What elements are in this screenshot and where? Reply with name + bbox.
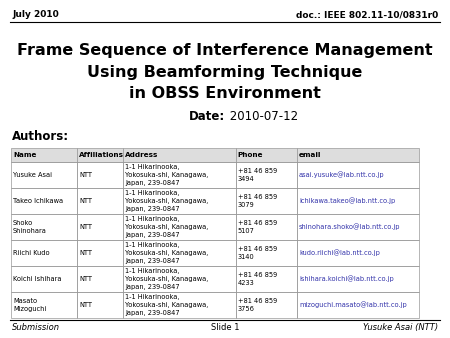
Bar bbox=[297, 162, 419, 188]
Text: Slide 1: Slide 1 bbox=[211, 323, 239, 332]
Text: NTT: NTT bbox=[79, 172, 92, 178]
Bar bbox=[236, 292, 297, 318]
Bar bbox=[123, 214, 236, 240]
Text: 2010-07-12: 2010-07-12 bbox=[226, 110, 298, 122]
Text: shinohara.shoko@lab.ntt.co.jp: shinohara.shoko@lab.ntt.co.jp bbox=[299, 224, 400, 231]
Bar bbox=[77, 240, 123, 266]
Bar bbox=[123, 266, 236, 292]
Text: July 2010: July 2010 bbox=[12, 10, 59, 19]
Bar bbox=[297, 148, 419, 162]
Bar bbox=[123, 292, 236, 318]
Text: Shoko
Shinohara: Shoko Shinohara bbox=[13, 220, 47, 234]
Bar bbox=[77, 292, 123, 318]
Text: in OBSS Environment: in OBSS Environment bbox=[129, 87, 321, 101]
Bar bbox=[236, 188, 297, 214]
Text: Masato
Mizoguchi: Masato Mizoguchi bbox=[13, 298, 46, 312]
Bar bbox=[11, 292, 77, 318]
Text: Yusuke Asai (NTT): Yusuke Asai (NTT) bbox=[363, 323, 438, 332]
Text: 1-1 Hikarinooka,
Yokosuka-shi, Kanagawa,
Japan, 239-0847: 1-1 Hikarinooka, Yokosuka-shi, Kanagawa,… bbox=[125, 216, 208, 238]
Bar bbox=[297, 292, 419, 318]
Bar bbox=[123, 240, 236, 266]
Text: +81 46 859
3756: +81 46 859 3756 bbox=[238, 298, 277, 312]
Text: +81 46 859
3494: +81 46 859 3494 bbox=[238, 168, 277, 182]
Text: +81 46 859
3079: +81 46 859 3079 bbox=[238, 194, 277, 208]
Text: NTT: NTT bbox=[79, 276, 92, 282]
Bar bbox=[77, 266, 123, 292]
Bar bbox=[77, 214, 123, 240]
Bar bbox=[11, 214, 77, 240]
Bar bbox=[297, 240, 419, 266]
Text: Takeo Ichikawa: Takeo Ichikawa bbox=[13, 198, 63, 204]
Bar bbox=[11, 240, 77, 266]
Text: doc.: IEEE 802.11-10/0831r0: doc.: IEEE 802.11-10/0831r0 bbox=[296, 10, 438, 19]
Bar bbox=[236, 240, 297, 266]
Text: Using Beamforming Technique: Using Beamforming Technique bbox=[87, 65, 363, 79]
Text: NTT: NTT bbox=[79, 224, 92, 230]
Bar bbox=[297, 214, 419, 240]
Text: email: email bbox=[299, 152, 321, 158]
Text: Koichi Ishihara: Koichi Ishihara bbox=[13, 276, 62, 282]
Bar bbox=[11, 188, 77, 214]
Text: 1-1 Hikarinooka,
Yokosuka-shi, Kanagawa,
Japan, 239-0847: 1-1 Hikarinooka, Yokosuka-shi, Kanagawa,… bbox=[125, 190, 208, 212]
Text: asai.yusuke@lab.ntt.co.jp: asai.yusuke@lab.ntt.co.jp bbox=[299, 172, 385, 178]
Text: Affiliations: Affiliations bbox=[79, 152, 124, 158]
Bar bbox=[77, 162, 123, 188]
Bar bbox=[123, 148, 236, 162]
Text: kudo.riichi@lab.ntt.co.jp: kudo.riichi@lab.ntt.co.jp bbox=[299, 250, 380, 257]
Text: ichikawa.takeo@lab.ntt.co.jp: ichikawa.takeo@lab.ntt.co.jp bbox=[299, 198, 395, 204]
Text: 1-1 Hikarinooka,
Yokosuka-shi, Kanagawa,
Japan, 239-0847: 1-1 Hikarinooka, Yokosuka-shi, Kanagawa,… bbox=[125, 164, 208, 186]
Bar bbox=[236, 266, 297, 292]
Text: mizoguchi.masato@lab.ntt.co.jp: mizoguchi.masato@lab.ntt.co.jp bbox=[299, 301, 407, 308]
Text: 1-1 Hikarinooka,
Yokosuka-shi, Kanagawa,
Japan, 239-0847: 1-1 Hikarinooka, Yokosuka-shi, Kanagawa,… bbox=[125, 242, 208, 264]
Text: +81 46 859
5107: +81 46 859 5107 bbox=[238, 220, 277, 234]
Bar bbox=[236, 162, 297, 188]
Text: Frame Sequence of Interference Management: Frame Sequence of Interference Managemen… bbox=[17, 43, 433, 57]
Bar bbox=[77, 188, 123, 214]
Text: Authors:: Authors: bbox=[12, 129, 69, 143]
Bar bbox=[297, 188, 419, 214]
Text: ishihara.koichi@lab.ntt.co.jp: ishihara.koichi@lab.ntt.co.jp bbox=[299, 275, 394, 282]
Text: Phone: Phone bbox=[238, 152, 263, 158]
Bar bbox=[77, 148, 123, 162]
Text: Yusuke Asai: Yusuke Asai bbox=[13, 172, 52, 178]
Text: NTT: NTT bbox=[79, 198, 92, 204]
Bar bbox=[11, 162, 77, 188]
Text: 1-1 Hikarinooka,
Yokosuka-shi, Kanagawa,
Japan, 239-0847: 1-1 Hikarinooka, Yokosuka-shi, Kanagawa,… bbox=[125, 268, 208, 290]
Text: Address: Address bbox=[125, 152, 158, 158]
Text: Riichi Kudo: Riichi Kudo bbox=[13, 250, 50, 256]
Bar bbox=[123, 188, 236, 214]
Bar bbox=[297, 266, 419, 292]
Text: +81 46 859
3140: +81 46 859 3140 bbox=[238, 246, 277, 260]
Text: NTT: NTT bbox=[79, 250, 92, 256]
Bar bbox=[11, 266, 77, 292]
Text: +81 46 859
4233: +81 46 859 4233 bbox=[238, 272, 277, 286]
Bar bbox=[236, 148, 297, 162]
Text: 1-1 Hikarinooka,
Yokosuka-shi, Kanagawa,
Japan, 239-0847: 1-1 Hikarinooka, Yokosuka-shi, Kanagawa,… bbox=[125, 294, 208, 316]
Text: Name: Name bbox=[13, 152, 36, 158]
Bar bbox=[123, 162, 236, 188]
Bar bbox=[236, 214, 297, 240]
Text: Date:: Date: bbox=[189, 110, 225, 122]
Text: Submission: Submission bbox=[12, 323, 60, 332]
Text: NTT: NTT bbox=[79, 302, 92, 308]
Bar bbox=[11, 148, 77, 162]
